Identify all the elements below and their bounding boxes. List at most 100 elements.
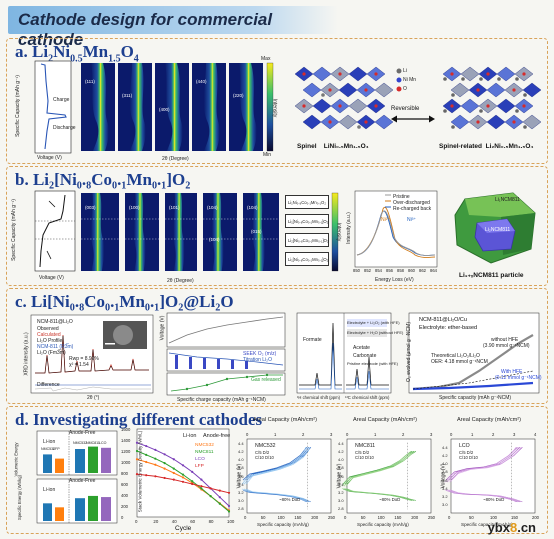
a-spinel-structure [294,66,394,130]
watermark: ybx8.cn [487,520,536,535]
a-charge-label: Charge [53,97,70,103]
c-gas-xlabel: Specific charge capacity (mAh g⁻¹NCM) [177,397,266,403]
d-cycle-xlabel: Cycle [175,525,192,532]
d-cycle-point [163,462,166,465]
d-cycle-point [200,487,203,490]
b-eels-tick-1: 850 [353,268,360,273]
d-v3-charge-curve [444,447,517,483]
d-bar-label-5: LCO [99,441,107,445]
d-cycle-point [218,489,221,492]
d-v2-toptick-2: 1 [374,432,377,437]
d-v1-toptick-2: 1 [274,432,277,437]
d-v1-xlabel: Specific capacity (mAh/g) [257,522,309,527]
d-li-ion-2: Li-ion [43,487,56,493]
b-particle [454,192,536,264]
d-v2-xtick-6: 250 [428,515,435,520]
d-v3-xlabel: Specific capacity (mAh/g) [461,522,513,527]
d-cycle-point [172,471,175,475]
d-v3-ytick-4: 3.6 [442,477,448,483]
d-bar-1-2 [55,458,64,473]
d-cycle-point [181,464,185,467]
d-v3-legend-2: C/10 D/10 [459,455,478,460]
b-particle-label: Li₁NCM811 [495,197,520,203]
panel-c: c. Li[Ni₀.₈Co₀.₁Mn₀.₁]O₂@Li₂O NCM-811@Li… [6,288,548,404]
a-heatmap-4 [192,63,226,151]
d-v2-legend-1: C/5 D/2 [355,450,370,455]
d-v1-ytick-2: 3.0 [238,498,244,504]
d-v3-xtick-1: 0 [448,515,451,520]
d-bar-label-2: LFP [53,447,60,451]
d-v1-xtick-6: 250 [328,515,335,520]
c-oer: OER: 4.18 mmol g⁻¹NCM [431,359,488,365]
c-xrd-plot [30,314,154,394]
a-voltage-plot [34,60,72,154]
a-colorbar-max: Max [261,56,271,62]
a-heatmap-1 [81,63,115,151]
c-nmr-formate: Formate [303,337,322,343]
d-v1-ytick-7: 4.0 [238,457,244,463]
d-v2-ytick-2: 3.0 [338,498,344,504]
panel-b-title: b. Li₂[Ni₀.₈Co₀.₁Mn₀.₁]O₂ [15,170,191,189]
d-cycle-point [191,470,194,473]
d-cycle-point [191,480,194,483]
b-ylabel: Specific Capacity (mAh g⁻¹) [10,199,17,261]
a-colorbar-min: Min [263,152,272,158]
d-v1-charge-curve [241,447,307,485]
b-peak-label-7: (015) [251,229,262,234]
b-intensity-label: Intensity [335,222,342,242]
panel-d-title: d. Investigating different cathodes [15,410,263,429]
d-bar-1-4 [88,446,98,473]
a-spinel-related-structure [442,66,542,130]
d-v2-toptick-3: 2 [402,432,405,437]
a-legend-nimn: Ni Mn [403,77,417,83]
d-v3-toptick-1: 0 [450,432,453,437]
d-cycle-ytick-5: 800 [121,471,128,476]
d-v1-legend-1: C/5 D/2 [255,450,270,455]
d-cycle-point [181,473,185,476]
d-cycle-ytick-8: 1400 [121,438,131,443]
d-cycle-point [172,467,175,470]
a-peak-label-4: (440) [196,79,207,84]
d-bar-2-2 [55,507,64,521]
d-cycle-anode-free: Anode-free [203,433,231,439]
d-v1-charge-curve [243,447,309,485]
b-xlabel-voltage: Voltage (V) [39,275,64,281]
d-cycle-point [145,460,148,464]
b-eels-legend-2: Over-discharged [393,200,430,206]
c-xrd-legend-4: NCM-811 (R3̅m) [37,344,74,350]
a-xlabel-2theta: 2θ (Degree) [162,156,189,162]
d-v3-xtick-4: 150 [511,515,518,520]
d-v2-xtick-1: 0 [344,515,347,520]
a-heatmap-3 [155,63,189,151]
d-v3-ytick-5: 3.8 [442,469,448,475]
d-v3-legend-1: C/5 D/2 [459,450,474,455]
d-bar-ylabel2: Volumetric Energy [13,442,19,477]
d-v2-charge-curve [343,451,414,487]
d-cycle-point [172,478,175,481]
d-v2-discharge-curve [341,487,411,501]
d-cycle-point [227,504,231,508]
d-v3-xtick-2: 50 [469,515,474,520]
d-cycle-legend-2: NMC811 [195,450,214,455]
d-v1-xtick-5: 200 [311,515,319,520]
d-v1-discharge-curve [241,488,306,503]
c-xrd-legend-6: Difference [37,382,60,388]
d-v1-toptick-1: 0 [246,432,249,437]
d-cycle-ytick-4: 600 [121,482,128,487]
b-eels-legend-1: Pristine [393,194,410,200]
d-v2-top-xlabel: Areal Capacity (mAh/cm²) [353,417,418,423]
d-cycle-point [209,487,212,490]
d-v2-xtick-4: 150 [394,515,402,520]
c-without-hfe: without HFE [491,337,519,343]
b-peak-label-5: (104) [247,205,258,210]
d-v2-ytick-6: 3.8 [338,465,344,471]
b-eels-tick-8: 864 [430,268,437,273]
d-v3-ylabel: Voltage (V) [440,463,447,489]
d-bar-label-3: NMC532 [73,441,88,445]
d-cycle-point [227,510,231,513]
d-v3-toptick-4: 3 [513,432,516,437]
d-cycle-xtick-5: 80 [208,519,214,524]
d-v2-toptick-1: 0 [346,432,349,437]
d-bar-2-4 [88,495,98,521]
d-v1-ytick-5: 3.6 [238,473,244,479]
